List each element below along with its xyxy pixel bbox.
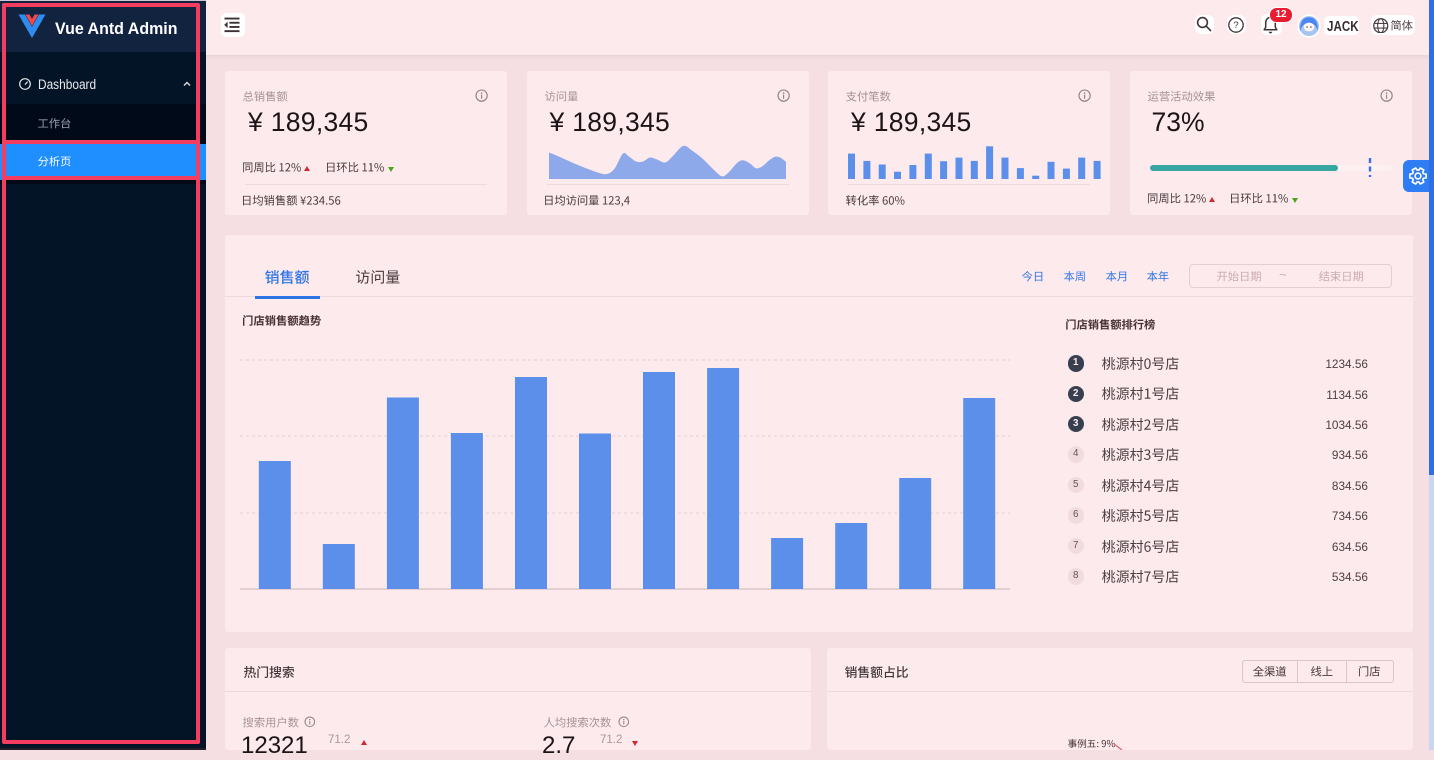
svg-text:?: ? — [1233, 20, 1238, 31]
